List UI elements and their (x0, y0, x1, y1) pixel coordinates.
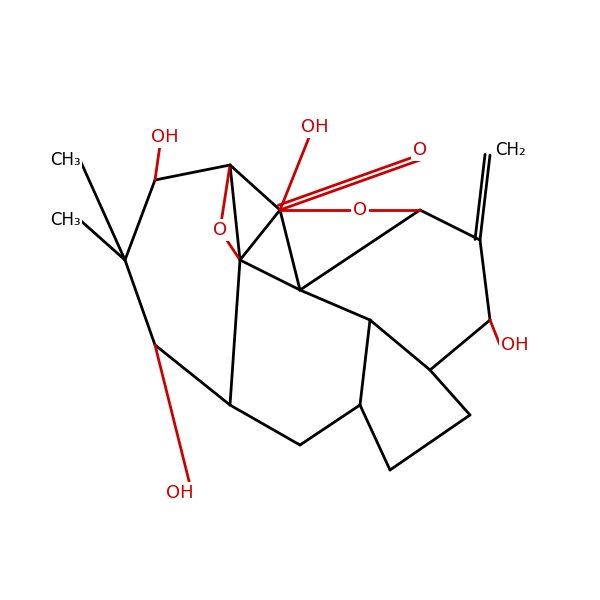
Text: CH₃: CH₃ (50, 151, 80, 169)
Text: O: O (413, 141, 427, 159)
Text: O: O (213, 221, 227, 239)
Text: OH: OH (501, 336, 529, 354)
Text: OH: OH (151, 128, 179, 146)
Text: OH: OH (166, 484, 194, 502)
Text: O: O (353, 201, 367, 219)
Text: OH: OH (301, 118, 329, 136)
Text: CH₂: CH₂ (494, 141, 526, 159)
Text: CH₃: CH₃ (50, 211, 80, 229)
